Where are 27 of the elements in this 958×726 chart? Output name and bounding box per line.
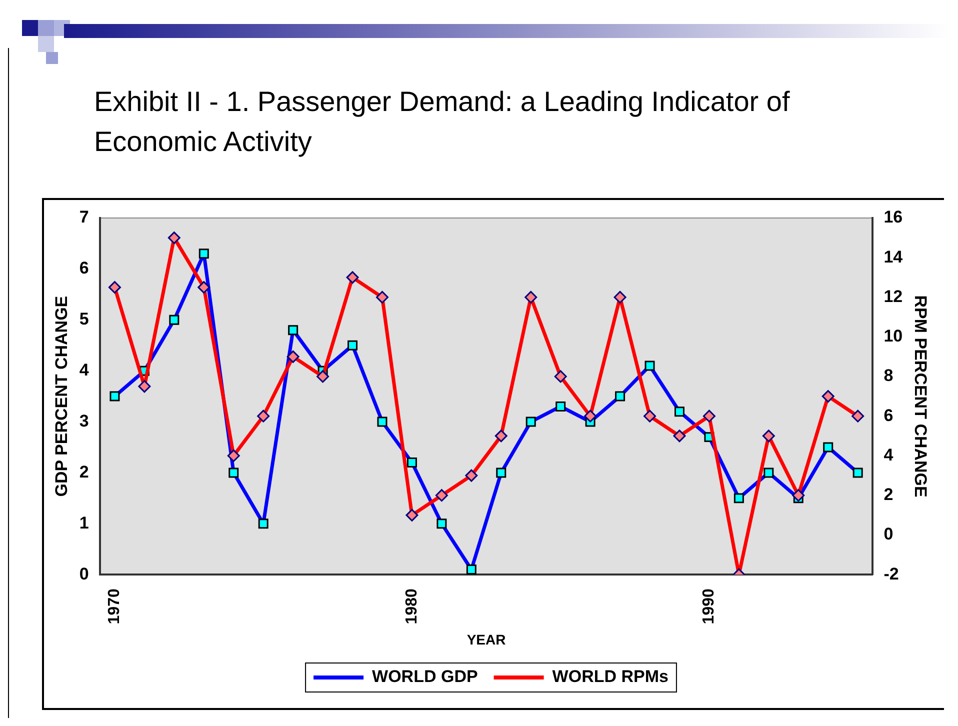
y2-tick-label: 14 (884, 247, 904, 266)
y2-tick-label: 0 (884, 524, 894, 544)
x-tick-label: 1990 (700, 588, 718, 624)
legend-label: WORLD GDP (372, 667, 478, 686)
y-axis-title: GDP PERCENT CHANGE (52, 296, 71, 497)
y-tick-label: 3 (79, 411, 89, 430)
y2-tick-label: 16 (884, 208, 903, 227)
x-axis-title: YEAR (466, 631, 506, 648)
y-tick-label: 7 (79, 208, 89, 227)
y2-tick-label: 6 (884, 406, 894, 425)
y2-tick-label: 2 (884, 485, 894, 504)
legend-label: WORLD RPMs (552, 667, 668, 686)
y-tick-label: 2 (79, 462, 89, 482)
x-tick-label: 1980 (403, 588, 420, 624)
y-tick-label: 6 (79, 258, 89, 278)
y2-tick-label: 10 (884, 326, 903, 346)
y2-tick-label: 4 (884, 445, 894, 464)
y2-tick-label: 12 (884, 286, 903, 306)
y-tick-label: 5 (79, 310, 89, 329)
y-tick-label: 4 (79, 360, 90, 380)
y-tick-label: 1 (79, 513, 89, 532)
y2-tick-label: -2 (884, 564, 899, 584)
y2-axis-title: RPM PERCENT CHANGE (911, 295, 930, 498)
x-tick-label: 1970 (106, 588, 124, 624)
chart-title: Exhibit II - 1. Passenger Demand: a Leading Indicator of Economic Activity (94, 85, 791, 159)
y-tick-label: 0 (79, 564, 89, 584)
y2-tick-label: 8 (884, 366, 894, 386)
